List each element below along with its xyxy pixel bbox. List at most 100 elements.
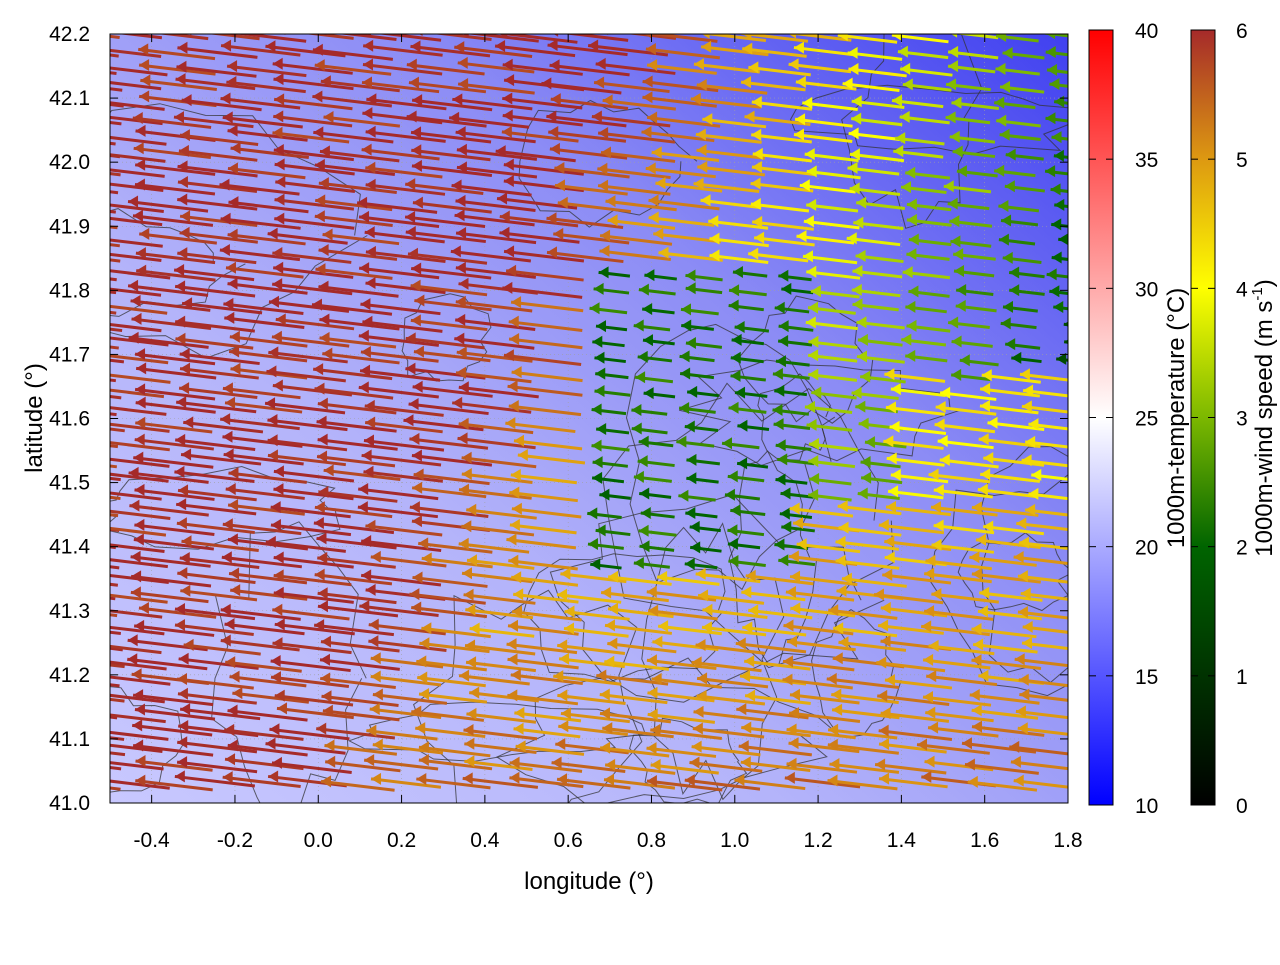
wind-vector-head (458, 381, 469, 394)
wind-vector-head (934, 418, 945, 431)
wind-vector-head (283, 34, 286, 35)
wind-vector (785, 590, 855, 602)
wind-vector (923, 609, 994, 621)
wind-vector-head (751, 128, 762, 141)
wind-vector-head (788, 58, 799, 71)
x-tick-label: 1.8 (1053, 829, 1082, 852)
wind-vector (928, 473, 991, 484)
wind-vector (753, 236, 815, 247)
wind-vector (878, 777, 948, 789)
wind-vector-head (549, 142, 560, 155)
wind-vector (926, 674, 998, 687)
wind-vector-head (503, 349, 514, 362)
wind-vector-head (752, 147, 763, 160)
wind-vector-head (779, 507, 790, 520)
wind-vector-head (709, 249, 720, 262)
wind-vector-head (796, 538, 807, 551)
wind-vector-head (884, 535, 895, 548)
wind-vector-head (546, 212, 557, 225)
wind-vector (880, 606, 948, 618)
wind-vector (370, 555, 447, 568)
wind-vector-head (950, 235, 961, 248)
wind-vector-head (998, 233, 1009, 246)
wind-vector-head (366, 34, 372, 37)
wind-vector-head (321, 690, 332, 703)
wind-vector (174, 623, 254, 636)
wind-vector (268, 300, 350, 313)
wind-vector-head (128, 331, 139, 344)
wind-vector-head (795, 75, 806, 88)
wind-vector-head (696, 689, 707, 702)
wind-vector (752, 220, 814, 231)
wind-vector-head (134, 518, 145, 531)
terrain-contour (728, 450, 818, 667)
wind-vector (269, 727, 350, 741)
wind-vectors (36, 34, 1068, 792)
wind-vector-head (90, 520, 100, 532)
wind-vector-head (175, 73, 186, 86)
wind-vector (138, 606, 217, 619)
wind-vector-head (36, 197, 46, 209)
wind-vector (226, 64, 307, 78)
wind-colorbar-tick-label: 2 (1236, 537, 1248, 560)
wind-vector (786, 34, 852, 42)
wind-vector (509, 776, 584, 789)
wind-vector-head (781, 282, 792, 295)
wind-vector-head (799, 179, 810, 192)
wind-vector (180, 589, 258, 602)
wind-vector-head (505, 417, 516, 430)
wind-vector-head (931, 588, 942, 601)
wind-vector (319, 658, 400, 671)
wind-vector-head (954, 265, 965, 278)
wind-vector-head (371, 772, 382, 785)
wind-vector (693, 62, 760, 74)
wind-vector (927, 726, 999, 738)
wind-vector-head (851, 386, 862, 399)
wind-vector (372, 693, 448, 705)
wind-vector-head (737, 419, 748, 432)
wind-vector (174, 774, 256, 788)
wind-vector-head (130, 586, 141, 599)
wind-vector-head (890, 468, 901, 481)
wind-vector-head (810, 285, 821, 298)
wind-vector-head (324, 739, 335, 752)
wind-vector-head (852, 264, 863, 277)
wind-vector-head (928, 468, 939, 481)
wind-vector (517, 453, 586, 465)
wind-vector-head (276, 702, 287, 715)
wind-vector-head (466, 656, 477, 669)
wind-vector (228, 350, 308, 363)
wind-vector-head (772, 367, 783, 380)
wind-vector-head (39, 41, 49, 53)
wind-vector-head (266, 365, 277, 378)
wind-vector-head (366, 724, 377, 737)
wind-vector-head (466, 554, 477, 567)
wind-vector-head (594, 351, 605, 364)
wind-vector-head (224, 618, 235, 631)
wind-vector-head (315, 263, 326, 276)
wind-vector (748, 65, 811, 77)
wind-vector-head (452, 396, 463, 409)
wind-vector-head (676, 435, 687, 448)
wind-vector (127, 657, 208, 671)
wind-vector-head (851, 112, 862, 125)
terrain-contour (841, 34, 983, 229)
wind-vector (362, 62, 443, 76)
wind-vector-head (546, 110, 557, 123)
wind-vector (1017, 726, 1068, 736)
wind-vector-head (454, 41, 465, 54)
wind-vector (786, 639, 856, 652)
wind-vector-head (411, 262, 422, 275)
wind-vector-head (1031, 468, 1042, 481)
wind-vector-head (648, 194, 659, 207)
wind-vector-head (1051, 218, 1062, 231)
wind-vector (179, 352, 260, 366)
wind-vector (272, 384, 353, 397)
wind-vector-head (88, 329, 98, 341)
wind-vector (370, 777, 442, 789)
wind-vector (110, 565, 120, 570)
wind-vector-head (139, 59, 150, 72)
wind-vector-head (786, 635, 797, 648)
x-tick-label: 1.2 (803, 829, 832, 852)
